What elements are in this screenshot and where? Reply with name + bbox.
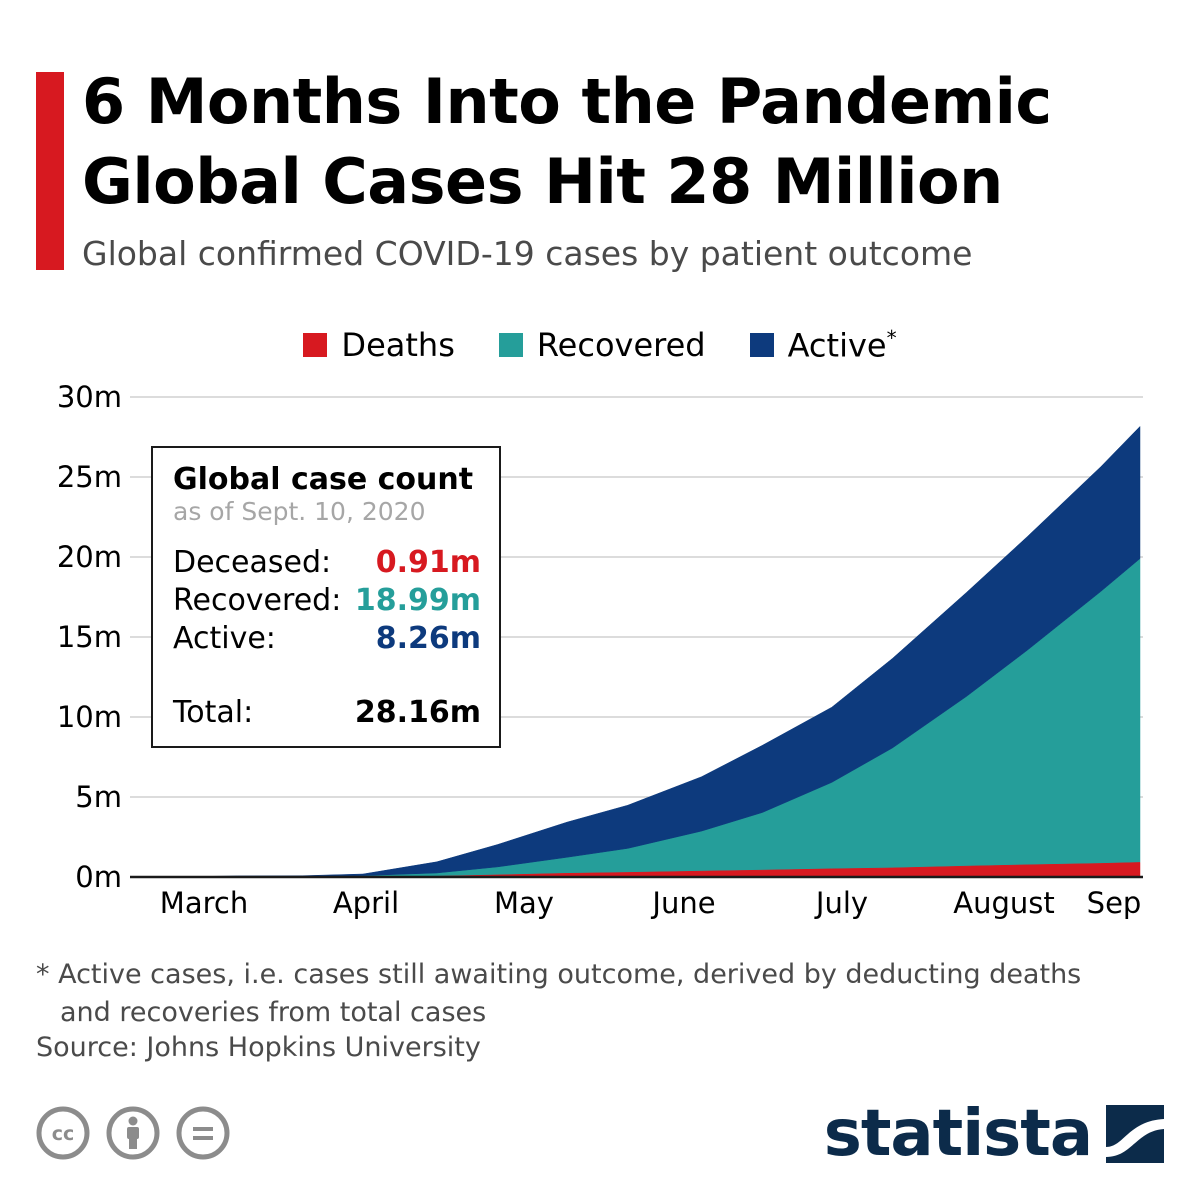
x-tick-label: Sep xyxy=(1087,886,1142,920)
legend-label-deaths: Deaths xyxy=(341,326,455,365)
title-line-1: 6 Months Into the Pandemic xyxy=(82,65,1052,138)
y-tick-label: 20m xyxy=(57,540,122,574)
deceased-value: 0.91m xyxy=(375,545,481,580)
nd-icon[interactable] xyxy=(176,1106,230,1160)
accent-bar xyxy=(36,72,64,270)
chart-legend: Deaths Recovered Active* xyxy=(0,326,1200,365)
statista-wordmark: statista xyxy=(823,1097,1093,1171)
case-count-box: Global case count as of Sept. 10, 2020 D… xyxy=(151,446,501,748)
y-tick-label: 0m xyxy=(75,860,122,894)
deceased-row: Deceased: 0.91m xyxy=(173,544,481,582)
source-note: Source: Johns Hopkins University xyxy=(36,1032,481,1063)
active-value: 8.26m xyxy=(375,621,481,656)
page-subtitle: Global confirmed COVID-19 cases by patie… xyxy=(82,234,973,273)
footnote: * Active cases, i.e. cases still awaitin… xyxy=(36,956,1156,1032)
y-tick-label: 15m xyxy=(57,620,122,654)
legend-item-deaths: Deaths xyxy=(303,326,455,365)
legend-swatch-recovered xyxy=(498,333,523,358)
legend-swatch-deaths xyxy=(303,333,328,358)
legend-item-active: Active* xyxy=(749,326,897,365)
y-tick-label: 30m xyxy=(57,380,122,414)
y-tick-label: 5m xyxy=(75,780,122,814)
page-title: 6 Months Into the Pandemic Global Cases … xyxy=(82,62,1182,222)
recovered-row: Recovered: 18.99m xyxy=(173,582,481,620)
x-tick-label: August xyxy=(953,886,1055,920)
deceased-label: Deceased: xyxy=(173,545,332,580)
by-icon[interactable] xyxy=(106,1106,160,1160)
total-row: Total: 28.16m xyxy=(173,694,481,732)
footnote-line-2: and recoveries from total cases xyxy=(60,997,487,1028)
x-tick-label: April xyxy=(333,886,399,920)
area-active xyxy=(132,425,1141,878)
x-tick-label: May xyxy=(494,886,554,920)
legend-swatch-active xyxy=(749,333,774,358)
title-line-2: Global Cases Hit 28 Million xyxy=(82,145,1003,218)
legend-label-recovered: Recovered xyxy=(536,326,706,365)
case-count-date: as of Sept. 10, 2020 xyxy=(173,497,426,526)
y-tick-label: 25m xyxy=(57,460,122,494)
footnote-line-1: * Active cases, i.e. cases still awaitin… xyxy=(36,959,1082,990)
x-tick-label: July xyxy=(814,886,868,920)
total-label: Total: xyxy=(173,695,254,730)
cc-icon[interactable]: cc xyxy=(36,1106,90,1160)
area-chart: 0m 5m 10m 15m 20m 25m 30m March April May June July… xyxy=(57,380,1143,920)
active-row: Active: 8.26m xyxy=(173,620,481,658)
legend-active-footnote-mark: * xyxy=(886,326,897,350)
case-count-title: Global case count xyxy=(173,462,474,497)
license-icons: cc xyxy=(36,1106,230,1160)
recovered-value: 18.99m xyxy=(354,583,481,618)
active-label: Active: xyxy=(173,621,276,656)
total-value: 28.16m xyxy=(354,695,481,730)
recovered-label: Recovered: xyxy=(173,583,342,618)
chart-axes: 0m 5m 10m 15m 20m 25m 30m March April May June July… xyxy=(57,380,1143,920)
statista-brand: statista xyxy=(824,1098,1164,1170)
statista-logo-icon xyxy=(1106,1105,1164,1163)
legend-item-recovered: Recovered xyxy=(498,326,706,365)
y-tick-label: 10m xyxy=(57,700,122,734)
x-tick-label: March xyxy=(160,886,248,920)
legend-label-active: Active* xyxy=(787,326,897,365)
x-tick-label: June xyxy=(650,886,715,920)
svg-text:cc: cc xyxy=(52,1123,75,1145)
